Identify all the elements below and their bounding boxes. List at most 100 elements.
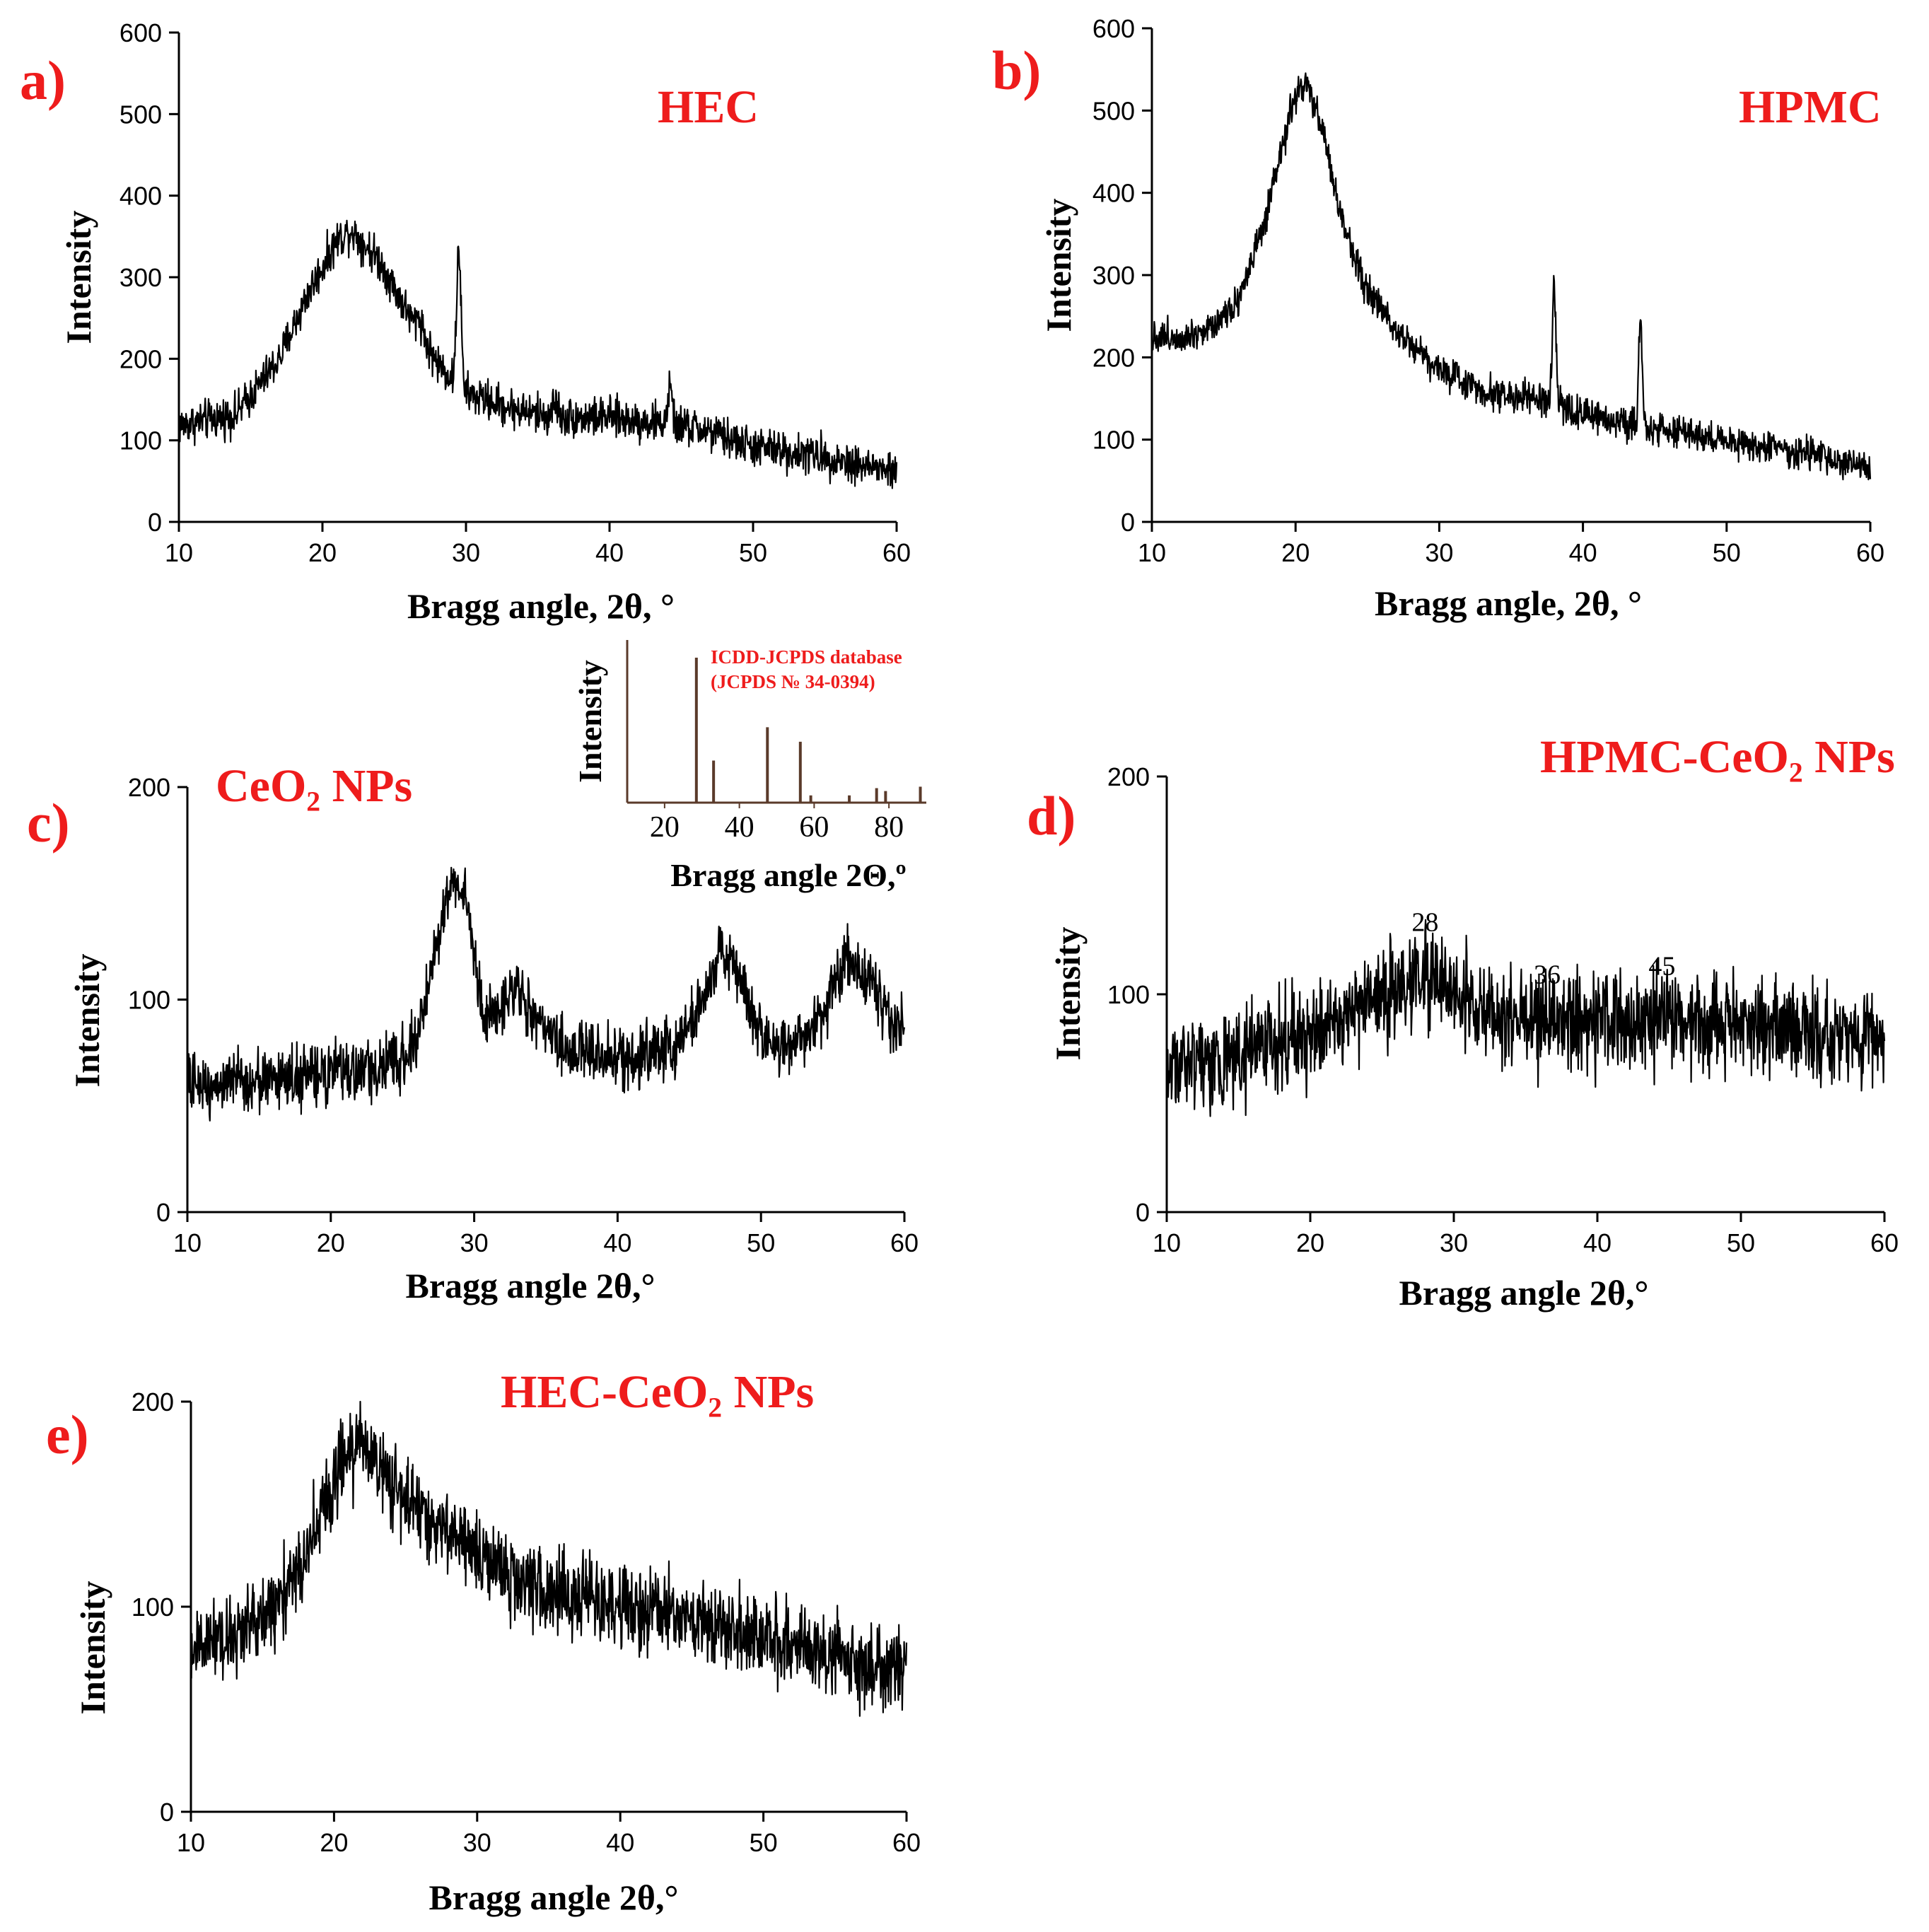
chart-hec-ceo2: e) HEC-CeO₂ NPs 0 100 200 10 20 30 40 50 60 Brag…	[46, 1366, 921, 1917]
reference-pattern-inset: ICDD-JCPDS database (JCPDS № 34-0394) Br…	[572, 640, 926, 893]
x-tick-label: 20	[1296, 1228, 1324, 1257]
panel-label-d: d)	[1027, 785, 1076, 846]
y-axis-label-a: Intensity	[59, 211, 98, 344]
y-tick-label: 600	[120, 18, 162, 47]
x-tick-label: 30	[463, 1828, 491, 1857]
y-tick-label: 300	[1092, 261, 1135, 290]
peak-annotation: 28	[1411, 908, 1438, 938]
x-tick-label: 40	[603, 1228, 631, 1257]
y-tick-label: 200	[1107, 762, 1150, 791]
y-tick-label: 0	[1121, 508, 1135, 537]
plot-area-d: 0 100 200 10 20 30 40 50 60 28 36 45	[1107, 762, 1899, 1257]
x-tick-label: 40	[1569, 538, 1597, 567]
y-tick-label: 0	[148, 508, 162, 537]
panel-label-c: c)	[27, 792, 70, 854]
series-line	[177, 219, 898, 489]
series-line	[186, 866, 906, 1122]
y-tick-label: 400	[120, 182, 162, 211]
y-tick-label: 100	[1092, 426, 1135, 455]
x-tick-label: 10	[177, 1828, 205, 1857]
x-tick-label: 20	[317, 1228, 345, 1257]
x-tick-label: 10	[173, 1228, 202, 1257]
x-tick-label: 60	[1870, 1228, 1899, 1257]
panel-label-b: b)	[992, 40, 1041, 101]
y-tick-label: 600	[1092, 14, 1135, 43]
x-tick-label: 60	[890, 1228, 919, 1257]
x-tick-label: 60	[1856, 538, 1884, 567]
y-tick-label: 200	[1092, 343, 1135, 372]
x-tick-label: 20	[320, 1828, 348, 1857]
inset-title-line1: ICDD-JCPDS database	[711, 646, 902, 668]
y-tick-label: 100	[120, 426, 162, 455]
panel-label-a: a)	[20, 50, 66, 111]
x-tick-label: 40	[1583, 1228, 1612, 1257]
x-tick-label: 20	[1281, 538, 1310, 567]
chart-title-hec: HEC	[658, 81, 759, 133]
chart-hec: a) HEC 0 100 200 300 400 500 600 10 20 30 40 50 60 B…	[20, 18, 911, 626]
inset-x-tick-label: 80	[874, 811, 904, 844]
x-axis-label-e: Bragg angle 2θ,°	[429, 1878, 678, 1917]
x-tick-label: 30	[1440, 1228, 1468, 1257]
y-tick-label: 100	[132, 1593, 174, 1622]
plot-area-e: 0 100 200 10 20 30 40 50 60	[132, 1387, 921, 1857]
inset-x-tick-label: 60	[799, 811, 829, 844]
y-tick-label: 0	[156, 1198, 170, 1227]
x-tick-label: 50	[747, 1228, 775, 1257]
y-tick-label: 500	[1092, 96, 1135, 125]
series-line	[190, 1400, 908, 1717]
chart-ceo2: c) CeO₂ NPs 0 100 200 10 20 30 40 50 60 Bragg an…	[27, 640, 926, 1305]
peak-annotation: 45	[1648, 951, 1675, 981]
y-axis-label-d: Intensity	[1048, 927, 1088, 1061]
chart-title-hpmc-ceo2: HPMC-CeO₂ NPs	[1540, 731, 1895, 783]
inset-x-axis-label: Bragg angle 2Θ,º	[670, 857, 906, 893]
inset-x-tick-label: 40	[725, 811, 754, 844]
x-tick-label: 40	[606, 1828, 634, 1857]
series-line	[1150, 72, 1872, 481]
y-tick-label: 300	[120, 263, 162, 292]
x-tick-label: 20	[308, 538, 337, 567]
x-tick-label: 50	[1713, 538, 1741, 567]
y-tick-label: 200	[120, 344, 162, 373]
x-axis-label-b: Bragg angle, 2θ, °	[1375, 583, 1642, 623]
x-axis-label-c: Bragg angle 2θ,°	[405, 1266, 655, 1305]
x-tick-label: 10	[1138, 538, 1166, 567]
y-tick-label: 400	[1092, 179, 1135, 208]
x-axis-label-d: Bragg angle 2θ,°	[1399, 1273, 1648, 1313]
x-tick-label: 60	[882, 538, 911, 567]
x-tick-label: 50	[750, 1828, 778, 1857]
y-tick-label: 0	[1136, 1198, 1150, 1227]
x-tick-label: 60	[892, 1828, 921, 1857]
x-tick-label: 10	[165, 538, 193, 567]
chart-hpmc-ceo2: d) HPMC-CeO₂ NPs 0 100 200 10 20 30 40 50 60 28 36…	[1027, 731, 1899, 1313]
plot-area-a: 0 100 200 300 400 500 600 10 20 30 40 50 60	[120, 18, 911, 567]
series-line	[1165, 919, 1886, 1117]
inset-x-tick-label: 20	[650, 811, 680, 844]
y-tick-label: 0	[160, 1798, 174, 1827]
x-tick-label: 40	[595, 538, 624, 567]
y-axis-label-b: Intensity	[1039, 199, 1078, 332]
y-tick-label: 200	[128, 773, 170, 802]
peak-annotation: 36	[1534, 960, 1561, 990]
y-tick-label: 500	[120, 100, 162, 129]
panel-label-e: e)	[46, 1404, 89, 1465]
inset-title-line2: (JCPDS № 34-0394)	[711, 671, 875, 692]
y-tick-label: 100	[1107, 980, 1150, 1009]
x-tick-label: 30	[452, 538, 480, 567]
chart-title-ceo2: CeO₂ NPs	[216, 760, 412, 812]
inset-y-axis-label: Intensity	[572, 660, 608, 783]
chart-title-hec-ceo2: HEC-CeO₂ NPs	[501, 1366, 814, 1418]
x-tick-label: 50	[739, 538, 767, 567]
x-axis-label-a: Bragg angle, 2θ, °	[407, 586, 675, 626]
chart-title-hpmc: HPMC	[1739, 81, 1882, 133]
y-tick-label: 100	[128, 986, 170, 1015]
y-tick-label: 200	[132, 1387, 174, 1416]
y-axis-label-c: Intensity	[67, 954, 107, 1088]
x-tick-label: 10	[1153, 1228, 1181, 1257]
x-tick-label: 30	[460, 1228, 489, 1257]
plot-area-b: 0 100 200 300 400 500 600 10 20 30 40 50 60	[1092, 14, 1884, 567]
x-tick-label: 30	[1425, 538, 1453, 567]
inset-plot-area: 20 40 60 80	[626, 640, 926, 844]
y-axis-label-e: Intensity	[73, 1581, 112, 1715]
